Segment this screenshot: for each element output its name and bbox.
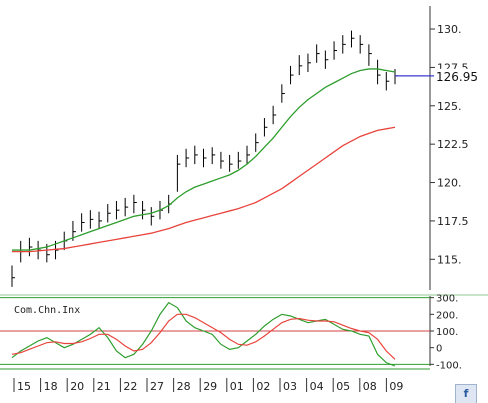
x-tick-label: 28 [177,380,191,393]
indicator-tick-label: 100. [436,327,458,338]
x-axis: 15 18 20 21 22 27 28 29 01 02 03 04 05 08 09 [13,378,403,393]
indicator-label: Com.Chn.Inx [14,305,80,316]
x-tick-label: 21 [97,380,111,393]
price-tick-label: 122.5 [437,138,469,151]
x-tick-label: 01 [230,380,244,393]
last-price-flag-bg [434,68,488,83]
x-tick-label: 09 [389,380,403,393]
price-tick-label: 125. [437,100,462,113]
price-tick-label: 130. [437,23,462,36]
share-icon[interactable]: f [455,384,477,403]
indicator-tick-label: 0 [436,344,442,355]
x-tick-label: 05 [336,380,350,393]
indicator-tick-label: -100. [436,360,462,371]
price-tick-label: 115. [437,253,462,266]
x-tick-label: 02 [256,380,270,393]
x-tick-label: 18 [44,380,58,393]
indicator-panel: 300. 200. 100. 0 -100. [0,294,462,371]
x-tick-label: 22 [123,380,137,393]
x-tick-label: 29 [203,380,217,393]
x-tick-label: 27 [150,380,164,393]
indicator-tick-label: 300. [436,294,458,305]
price-tick-label: 117.5 [437,215,469,228]
moving-average-line-green [12,68,396,251]
last-price-label: 126.95 [436,70,478,84]
ohlc-bars [11,30,398,287]
cci-line-red [11,313,396,360]
moving-average-line-red [12,126,396,253]
price-tick-label: 120. [437,177,462,190]
x-tick-label: 04 [310,380,324,393]
x-tick-label: 08 [363,380,377,393]
x-tick-label: 20 [70,380,84,393]
indicator-tick-label: 200. [436,310,458,321]
x-tick-label: 03 [283,380,297,393]
x-tick-label: 15 [17,380,31,393]
